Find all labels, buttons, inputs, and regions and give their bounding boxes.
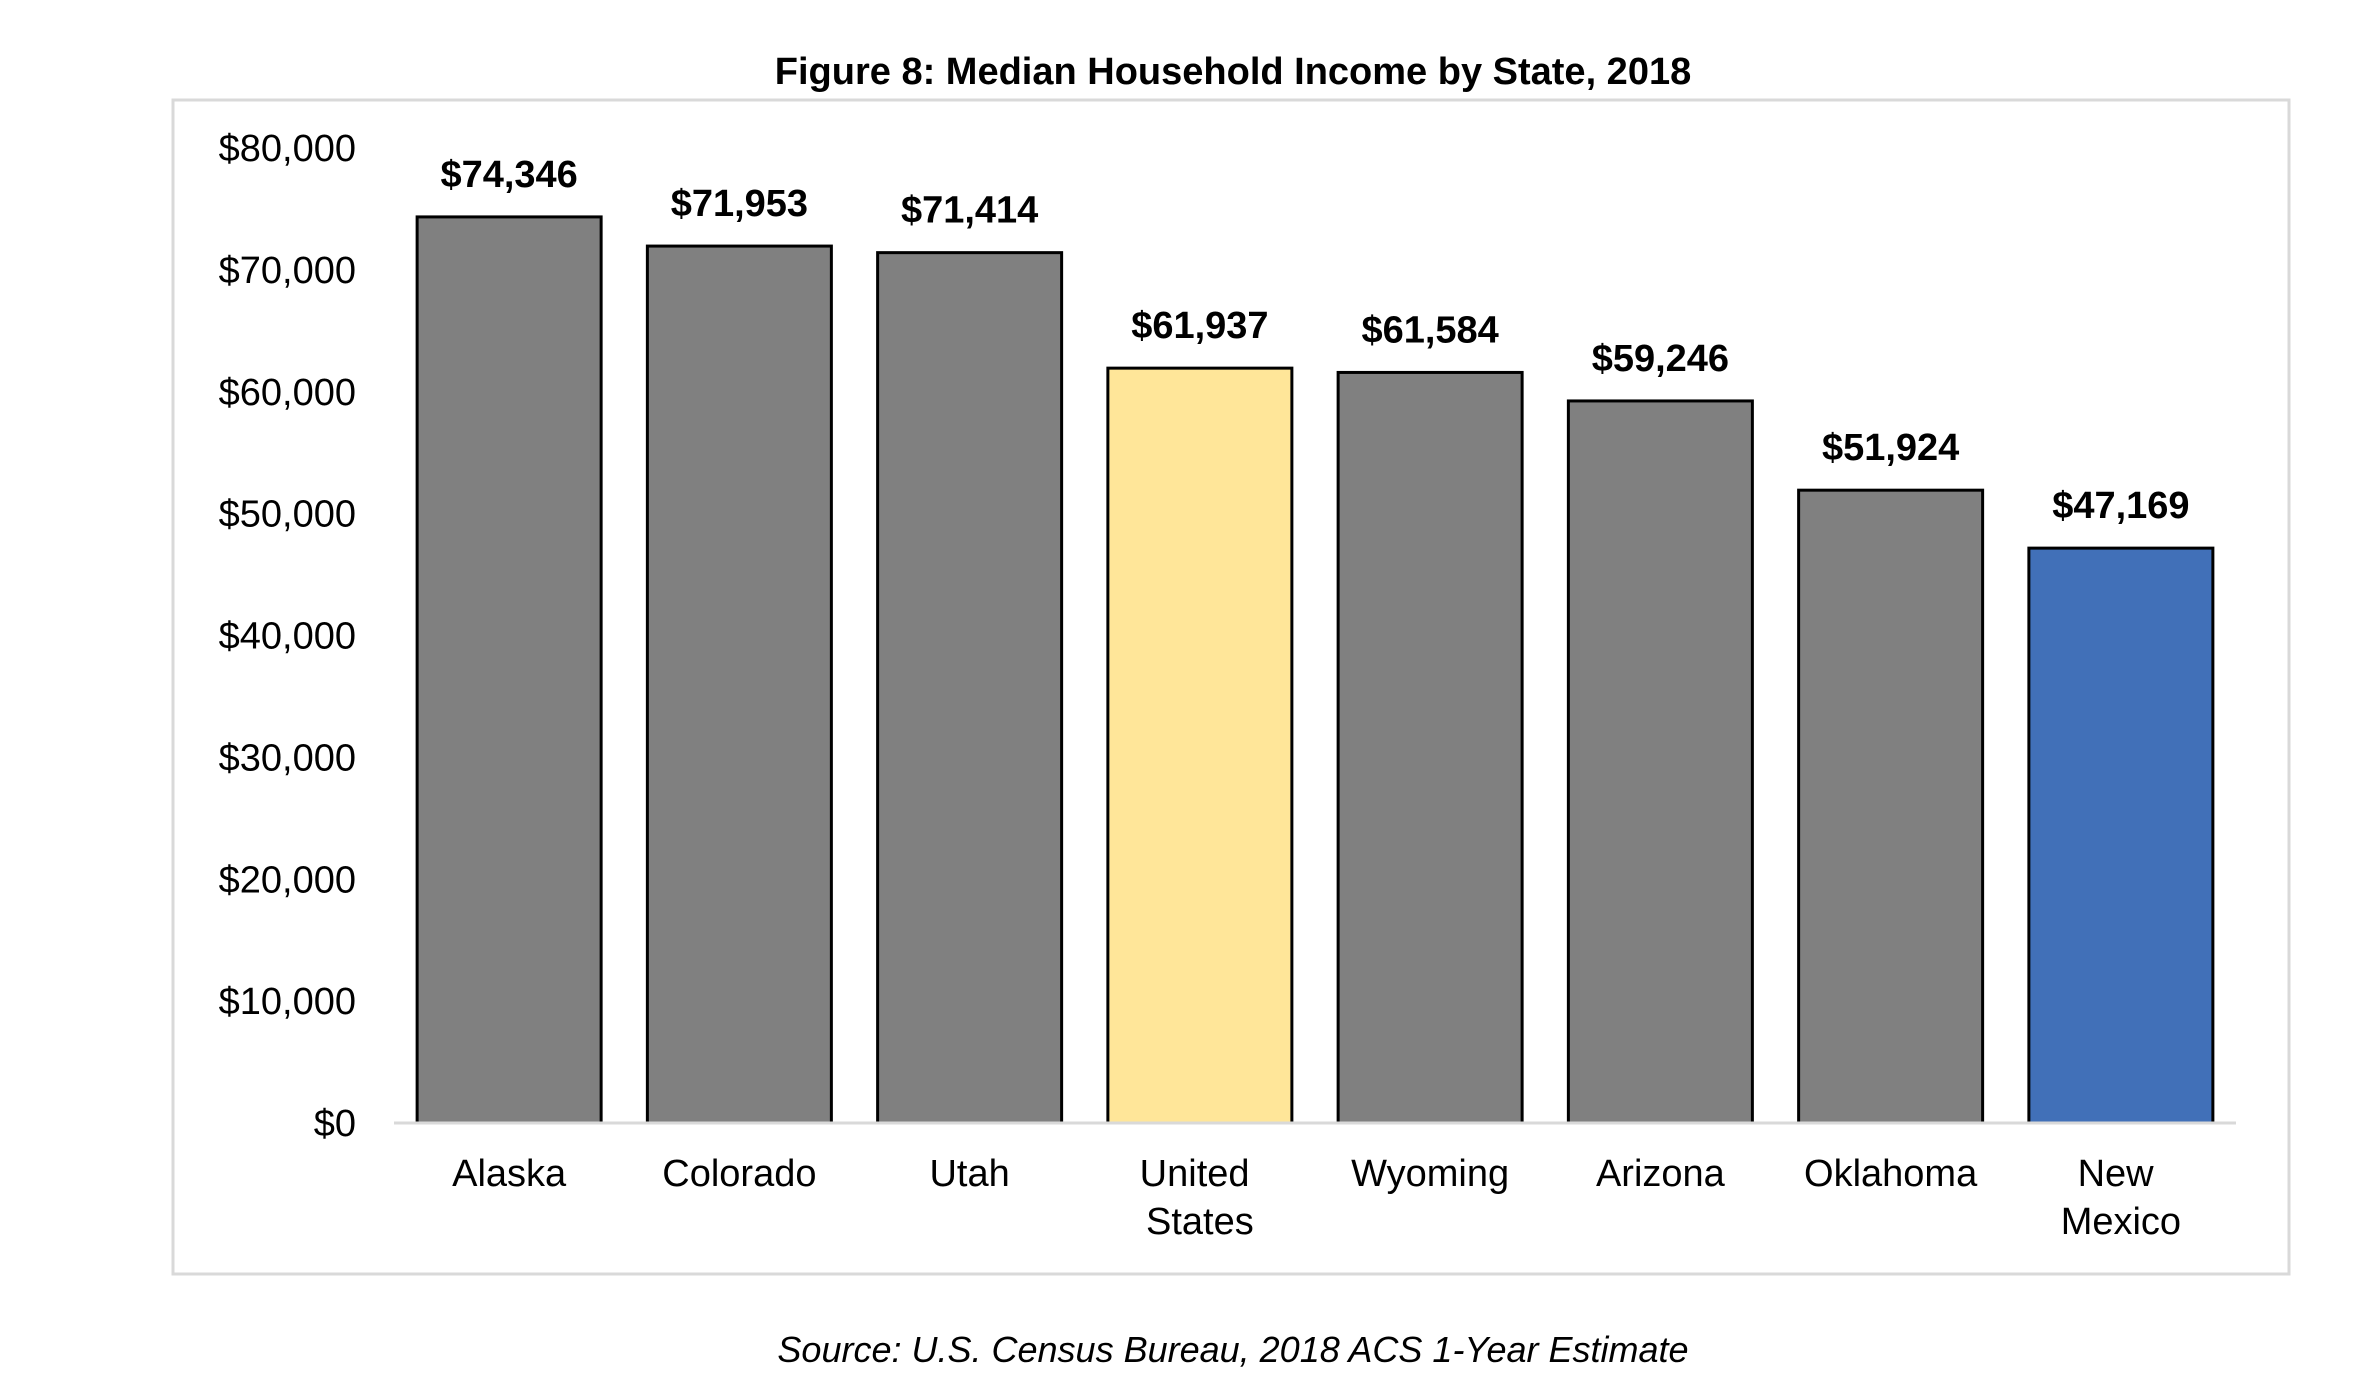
bar — [1336, 370, 1524, 1125]
chart-title: Figure 8: Median Household Income by Sta… — [775, 51, 1691, 93]
x-tick-label: Utah — [929, 1153, 1009, 1195]
y-tick-label: $40,000 — [219, 616, 356, 658]
y-tick-label: $10,000 — [219, 981, 356, 1023]
bar — [415, 215, 603, 1125]
y-tick-label: $60,000 — [219, 372, 356, 414]
y-tick-label: $0 — [314, 1103, 356, 1145]
x-tick-label: New Mexico — [2061, 1153, 2181, 1243]
y-tick-label: $80,000 — [219, 128, 356, 170]
y-tick-label: $50,000 — [219, 494, 356, 536]
value-label: $47,169 — [2052, 485, 2189, 527]
x-tick-label: Colorado — [662, 1153, 816, 1195]
bar — [1566, 399, 1754, 1125]
y-tick-label: $30,000 — [219, 737, 356, 779]
value-label: $59,246 — [1592, 338, 1729, 380]
bar — [876, 251, 1064, 1125]
value-label: $51,924 — [1822, 427, 1959, 469]
chart-frame — [171, 98, 2291, 1276]
x-tick-label: Alaska — [452, 1153, 567, 1195]
x-tick-label: Arizona — [1596, 1153, 1726, 1195]
bar — [1106, 366, 1294, 1125]
source-note: Source: U.S. Census Bureau, 2018 ACS 1-Y… — [777, 1329, 1688, 1370]
y-tick-label: $70,000 — [219, 250, 356, 292]
bar — [1797, 488, 1985, 1125]
x-tick-label: Wyoming — [1351, 1153, 1509, 1195]
bar — [645, 244, 833, 1125]
x-tick-label: Oklahoma — [1804, 1153, 1978, 1195]
value-label: $61,937 — [1131, 305, 1268, 347]
value-label: $61,584 — [1361, 309, 1498, 351]
value-label: $74,346 — [440, 154, 577, 196]
bar — [2027, 546, 2215, 1125]
value-label: $71,953 — [671, 183, 808, 225]
x-tick-label: United States — [1140, 1153, 1260, 1243]
y-tick-label: $20,000 — [219, 859, 356, 901]
value-label: $71,414 — [901, 190, 1038, 232]
